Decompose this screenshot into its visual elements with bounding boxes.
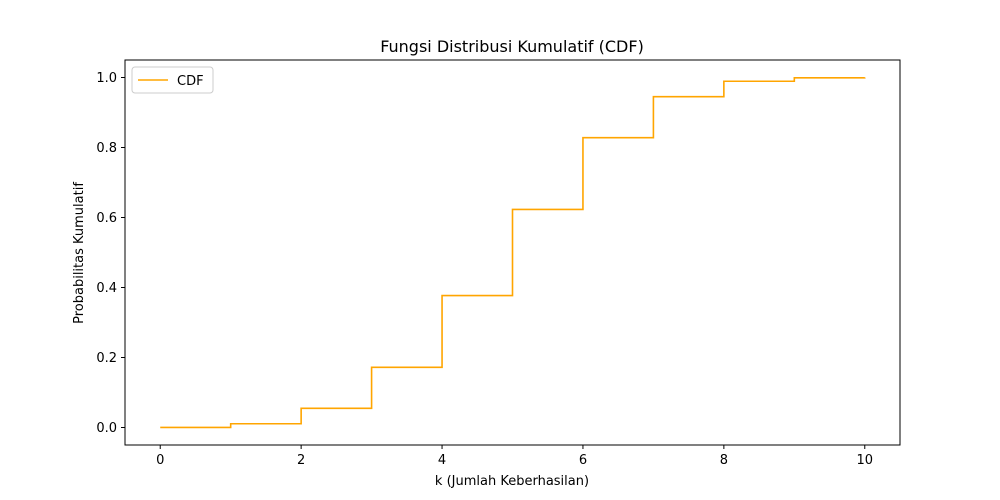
x-tick-label: 6 [579, 453, 587, 468]
axes-frame [124, 59, 901, 446]
y-tick-label: 0.6 [96, 211, 117, 226]
x-tick-label: 8 [720, 453, 728, 468]
chart-title: Fungsi Distribusi Kumulatif (CDF) [380, 37, 644, 56]
y-axis: 0.0 0.2 0.4 0.6 0.8 1.0 [96, 71, 125, 436]
y-tick-label: 1.0 [96, 71, 117, 86]
x-axis-label: k (Jumlah Keberhasilan) [435, 474, 589, 489]
series-line-cdf [160, 77, 866, 429]
plot-area [160, 77, 866, 429]
y-tick-label: 0.4 [96, 281, 117, 296]
x-tick-label: 10 [856, 453, 873, 468]
x-tick-label: 4 [438, 453, 446, 468]
legend: CDF [131, 66, 214, 94]
x-axis: 0 2 4 6 8 10 [156, 445, 873, 468]
x-tick-label: 2 [297, 453, 305, 468]
legend-frame [131, 66, 214, 94]
y-axis-label: Probabilitas Kumulatif [72, 182, 87, 324]
y-tick-label: 0.2 [96, 351, 117, 366]
y-tick-label: 0.0 [96, 421, 117, 436]
legend-label-cdf: CDF [177, 74, 204, 89]
x-tick-label: 0 [156, 453, 164, 468]
y-tick-label: 0.8 [96, 141, 117, 156]
